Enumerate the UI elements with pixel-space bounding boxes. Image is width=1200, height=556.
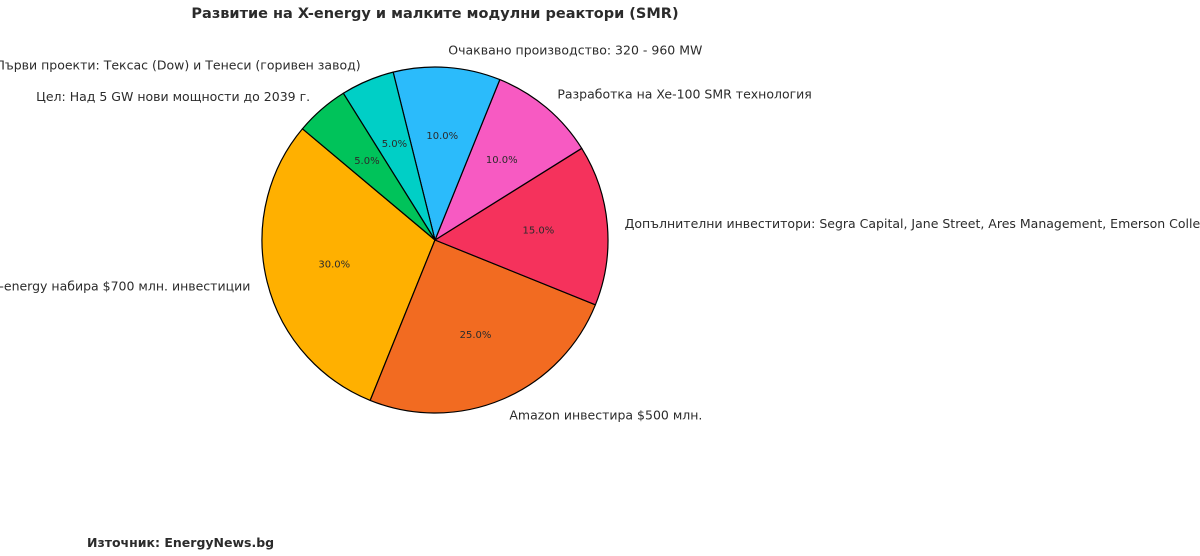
- slice-category-label: Amazon инвестира $500 млн.: [509, 408, 702, 423]
- slice-category-label: Разработка на Xe-100 SMR технология: [557, 87, 812, 102]
- slice-category-label: Първи проекти: Тексас (Dow) и Тенеси (го…: [0, 57, 361, 72]
- slice-percentage-label: 15.0%: [523, 225, 555, 236]
- slice-category-label: Цел: Над 5 GW нови мощности до 2039 г.: [36, 89, 310, 104]
- pie-slice: [261, 128, 436, 401]
- slice-labels: X-energy набира $700 млн. инвестиции Amaz…: [0, 43, 1200, 423]
- source-label: Източник: EnergyNews.bg: [87, 535, 274, 550]
- pie-slice: [434, 79, 583, 241]
- slice-category-label: Допълнителни инвеститори: Segra Capital,…: [625, 216, 1200, 231]
- slice-percentage-label: 30.0%: [318, 260, 350, 271]
- slice-percentage-label: 10.0%: [486, 155, 518, 166]
- slice-percentage-label: 25.0%: [460, 330, 492, 341]
- slice-percentage-label: 10.0%: [426, 131, 458, 142]
- pie-slice: [392, 66, 501, 241]
- slice-category-label: Очаквано производство: 320 - 960 MW: [448, 43, 702, 58]
- pie-slice: [434, 147, 609, 306]
- percentage-labels: 30.0% 25.0% 15.0% 10.0% 10.0% 5.0%5.0%: [318, 131, 554, 341]
- slice-category-label: X-energy набира $700 млн. инвестиции: [0, 279, 250, 294]
- chart-title: Развитие на X-energy и малките модулни р…: [191, 6, 678, 22]
- pie-slice: [369, 239, 596, 414]
- pie-slice: [301, 92, 436, 241]
- pie-slices: [261, 66, 609, 414]
- slice-percentage-label: 5.0%: [354, 156, 379, 167]
- slice-percentage-label: 5.0%: [382, 139, 407, 150]
